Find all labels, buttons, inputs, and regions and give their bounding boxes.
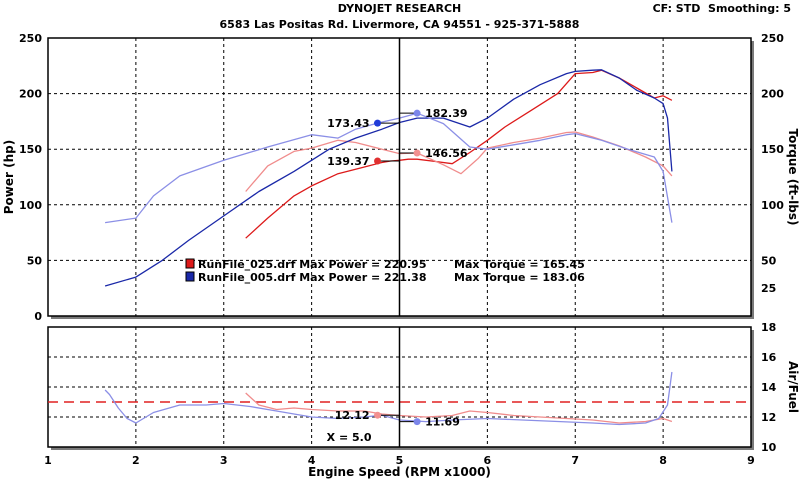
y-tick-label-torque: 250 xyxy=(761,32,784,45)
y-tick-label-torque: 50 xyxy=(761,254,777,267)
series-line-afr-run025 xyxy=(245,392,673,424)
y-tick-label-power: 250 xyxy=(19,32,42,45)
cf-label: CF: STD xyxy=(652,2,701,15)
y-tick-label-afr: 18 xyxy=(761,321,776,334)
legend-entry: RunFile_025.drf Max Power = 220.95 xyxy=(198,258,427,271)
chart-subtitle-address: 6583 Las Positas Rd. Livermore, CA 94551… xyxy=(219,18,580,31)
cursor-marker-dot xyxy=(374,157,382,165)
y-tick-label-power: 150 xyxy=(19,143,42,156)
series-line-power-run005 xyxy=(104,69,673,287)
cursor-marker-dot xyxy=(374,119,382,127)
x-tick-label: 7 xyxy=(571,454,579,467)
x-axis-title: Engine Speed (RPM x1000) xyxy=(308,465,491,479)
x-tick-label: 9 xyxy=(747,454,755,467)
y-tick-label-afr: 12 xyxy=(761,411,776,424)
y-tick-label-power: 100 xyxy=(19,199,42,212)
legend-swatch xyxy=(185,271,195,282)
y-axis-title-power: Power (hp) xyxy=(2,140,16,214)
y-tick-label-torque: 150 xyxy=(761,143,784,156)
cursor-marker-label: 139.37 xyxy=(327,155,369,168)
cursor-marker-dot xyxy=(413,149,421,157)
series-line-torque-run005 xyxy=(105,112,673,224)
y-tick-label-afr: 10 xyxy=(761,441,777,454)
y-tick-label-torque: 25 xyxy=(761,282,776,295)
legend-torque-entry: Max Torque = 165.45 xyxy=(454,258,585,271)
cursor-marker-afr-label: 11.69 xyxy=(425,416,460,429)
x-tick-label: 5 xyxy=(396,454,404,467)
cursor-marker-afr-dot xyxy=(413,418,421,426)
y-axis-title-afr: Air/Fuel xyxy=(786,361,799,413)
y-axis-title-torque: Torque (ft-lbs) xyxy=(786,129,799,226)
y-tick-label-power: 0 xyxy=(34,310,42,323)
legend-swatch xyxy=(185,258,195,269)
cursor-marker-label: 146.56 xyxy=(425,147,468,160)
x-tick-label: 8 xyxy=(659,454,667,467)
y-tick-label-torque: 100 xyxy=(761,199,784,212)
cursor-marker-label: 182.39 xyxy=(425,107,467,120)
cursor-marker-afr-label: 12.12 xyxy=(335,409,370,422)
cursor-x-readout: X = 5.0 xyxy=(327,431,372,444)
cursor-marker-label: 173.43 xyxy=(327,117,369,130)
legend-entry: RunFile_005.drf Max Power = 221.38 xyxy=(198,271,427,284)
y-tick-label-power: 50 xyxy=(27,254,43,267)
legend-torque-entry: Max Torque = 183.06 xyxy=(454,271,585,284)
x-tick-label: 2 xyxy=(132,454,140,467)
x-tick-label: 1 xyxy=(44,454,52,467)
chart-title: DYNOJET RESEARCH xyxy=(337,2,462,15)
y-tick-label-afr: 16 xyxy=(761,351,777,364)
smoothing-label: Smoothing: 5 xyxy=(708,2,791,15)
cursor-marker-dot xyxy=(413,109,421,117)
y-tick-label-afr: 14 xyxy=(761,381,777,394)
y-tick-label-power: 200 xyxy=(19,88,42,101)
correction-info: CF: STD Smoothing: 5 xyxy=(653,2,791,15)
cursor-marker-afr-dot xyxy=(374,411,382,419)
y-tick-label-torque: 200 xyxy=(761,88,784,101)
series-line-afr-run005 xyxy=(104,371,673,426)
x-tick-label: 3 xyxy=(220,454,228,467)
x-tick-label: 4 xyxy=(308,454,316,467)
x-tick-label: 6 xyxy=(484,454,492,467)
